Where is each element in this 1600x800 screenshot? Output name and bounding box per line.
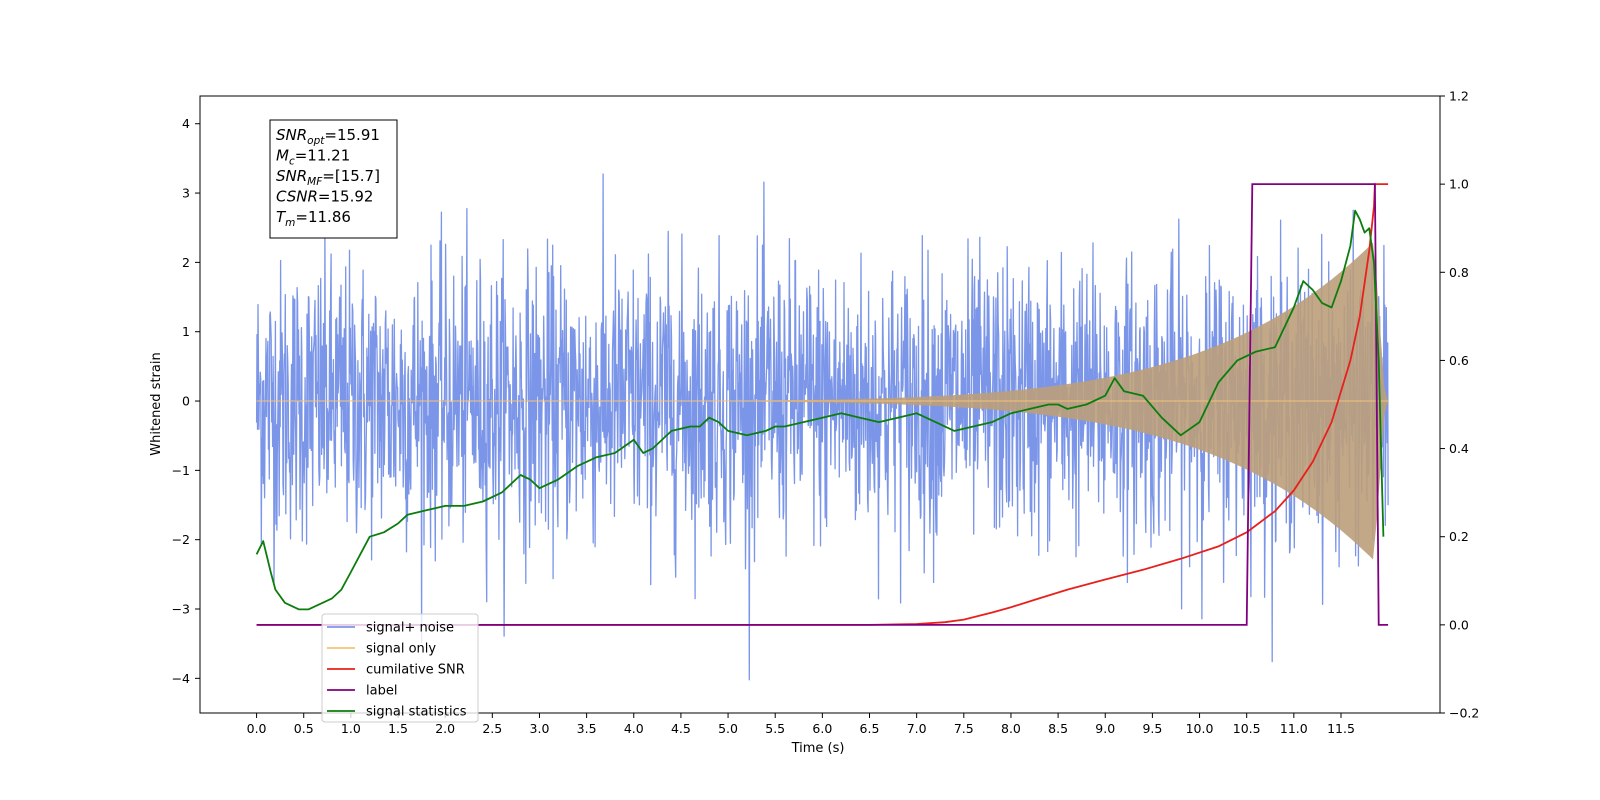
- x-tick-label: 8.0: [1001, 721, 1021, 736]
- y-tick-label: 0: [182, 394, 190, 409]
- x-tick-label: 0.0: [247, 721, 267, 736]
- x-tick-label: 11.5: [1327, 721, 1355, 736]
- y2-tick-label: 0.0: [1449, 617, 1469, 632]
- series-signal-noise: [255, 173, 1389, 681]
- plot-frame: [199, 95, 1441, 714]
- annotation-frame: [269, 119, 398, 239]
- x-tick-label: 11.0: [1280, 721, 1308, 736]
- x-tick-label: 3.0: [530, 721, 550, 736]
- y-tick-label: 1: [182, 324, 190, 339]
- annotation-line: SNRopt=15.91: [276, 126, 380, 147]
- x-tick-label: 9.5: [1142, 721, 1162, 736]
- y-tick-label: −2: [172, 532, 190, 547]
- annotation-line: CSNR=15.92: [276, 188, 373, 206]
- x-tick-label: 7.5: [954, 721, 974, 736]
- y-axis-left: −4 −3 −2 −1 0 1 2 3 4: [172, 116, 200, 686]
- x-tick-label: 1.0: [341, 721, 361, 736]
- y-tick-label: 4: [182, 116, 190, 131]
- y2-tick-label: 0.8: [1449, 265, 1469, 280]
- y-tick-label: 2: [182, 255, 190, 270]
- y-tick-label: −1: [172, 463, 190, 478]
- series-label: [256, 183, 1389, 626]
- x-axis-label: Time (s): [791, 741, 845, 756]
- series-signal-statistics: [255, 209, 1385, 611]
- annotation-box: SNRopt=15.91Mc=11.21SNRMF=[15.7]CSNR=15.…: [269, 119, 398, 239]
- y2-tick-label: −0.2: [1449, 706, 1479, 721]
- y2-tick-label: 1.0: [1449, 177, 1469, 192]
- y-tick-label: −3: [172, 602, 190, 617]
- x-tick-label: 6.5: [860, 721, 880, 736]
- y2-tick-label: 1.2: [1449, 89, 1469, 104]
- x-tick-label: 6.0: [812, 721, 832, 736]
- annotation-line: Mc=11.21: [276, 147, 350, 168]
- annotation-line: Tm=11.86: [276, 208, 351, 229]
- legend-label: signal statistics: [366, 705, 467, 720]
- y-tick-label: 3: [182, 186, 190, 201]
- legend: signal+ noise signal only cumilative SNR la…: [321, 613, 479, 723]
- legend-label: cumilative SNR: [366, 663, 465, 678]
- x-tick-label: 3.5: [577, 721, 597, 736]
- x-tick-label: 8.5: [1048, 721, 1068, 736]
- y-axis-right: −0.2 0.0 0.2 0.4 0.6 0.8 1.0 1.2: [1440, 89, 1479, 721]
- legend-label: signal+ noise: [366, 621, 454, 636]
- x-tick-label: 5.5: [765, 721, 785, 736]
- legend-label: label: [366, 684, 397, 699]
- x-tick-label: 2.0: [435, 721, 455, 736]
- annotation-line: SNRMF=[15.7]: [276, 167, 380, 188]
- x-tick-label: 9.0: [1095, 721, 1115, 736]
- x-tick-label: 10.0: [1186, 721, 1214, 736]
- legend-label: signal only: [366, 642, 436, 657]
- x-tick-label: 5.0: [718, 721, 738, 736]
- x-tick-label: 0.5: [294, 721, 314, 736]
- x-tick-label: 7.0: [907, 721, 927, 736]
- y2-tick-label: 0.6: [1449, 353, 1469, 368]
- x-axis: 0.0 0.5 1.0 1.5 2.0 2.5 3.0 3.5 4.0 4.5 5.0 5.5 6.0 6…: [247, 713, 1355, 736]
- y2-tick-label: 0.4: [1449, 441, 1469, 456]
- series-cumulative-snr: [256, 183, 1389, 626]
- y-axis-label: Whitened strain: [149, 352, 164, 455]
- x-tick-label: 10.5: [1233, 721, 1261, 736]
- plot-area: [255, 173, 1389, 681]
- legend-frame: [321, 613, 479, 723]
- y2-tick-label: 0.2: [1449, 529, 1469, 544]
- x-tick-label: 4.0: [624, 721, 644, 736]
- x-tick-label: 4.5: [671, 721, 691, 736]
- x-tick-label: 1.5: [388, 721, 408, 736]
- x-tick-label: 2.5: [482, 721, 502, 736]
- y-tick-label: −4: [172, 671, 190, 686]
